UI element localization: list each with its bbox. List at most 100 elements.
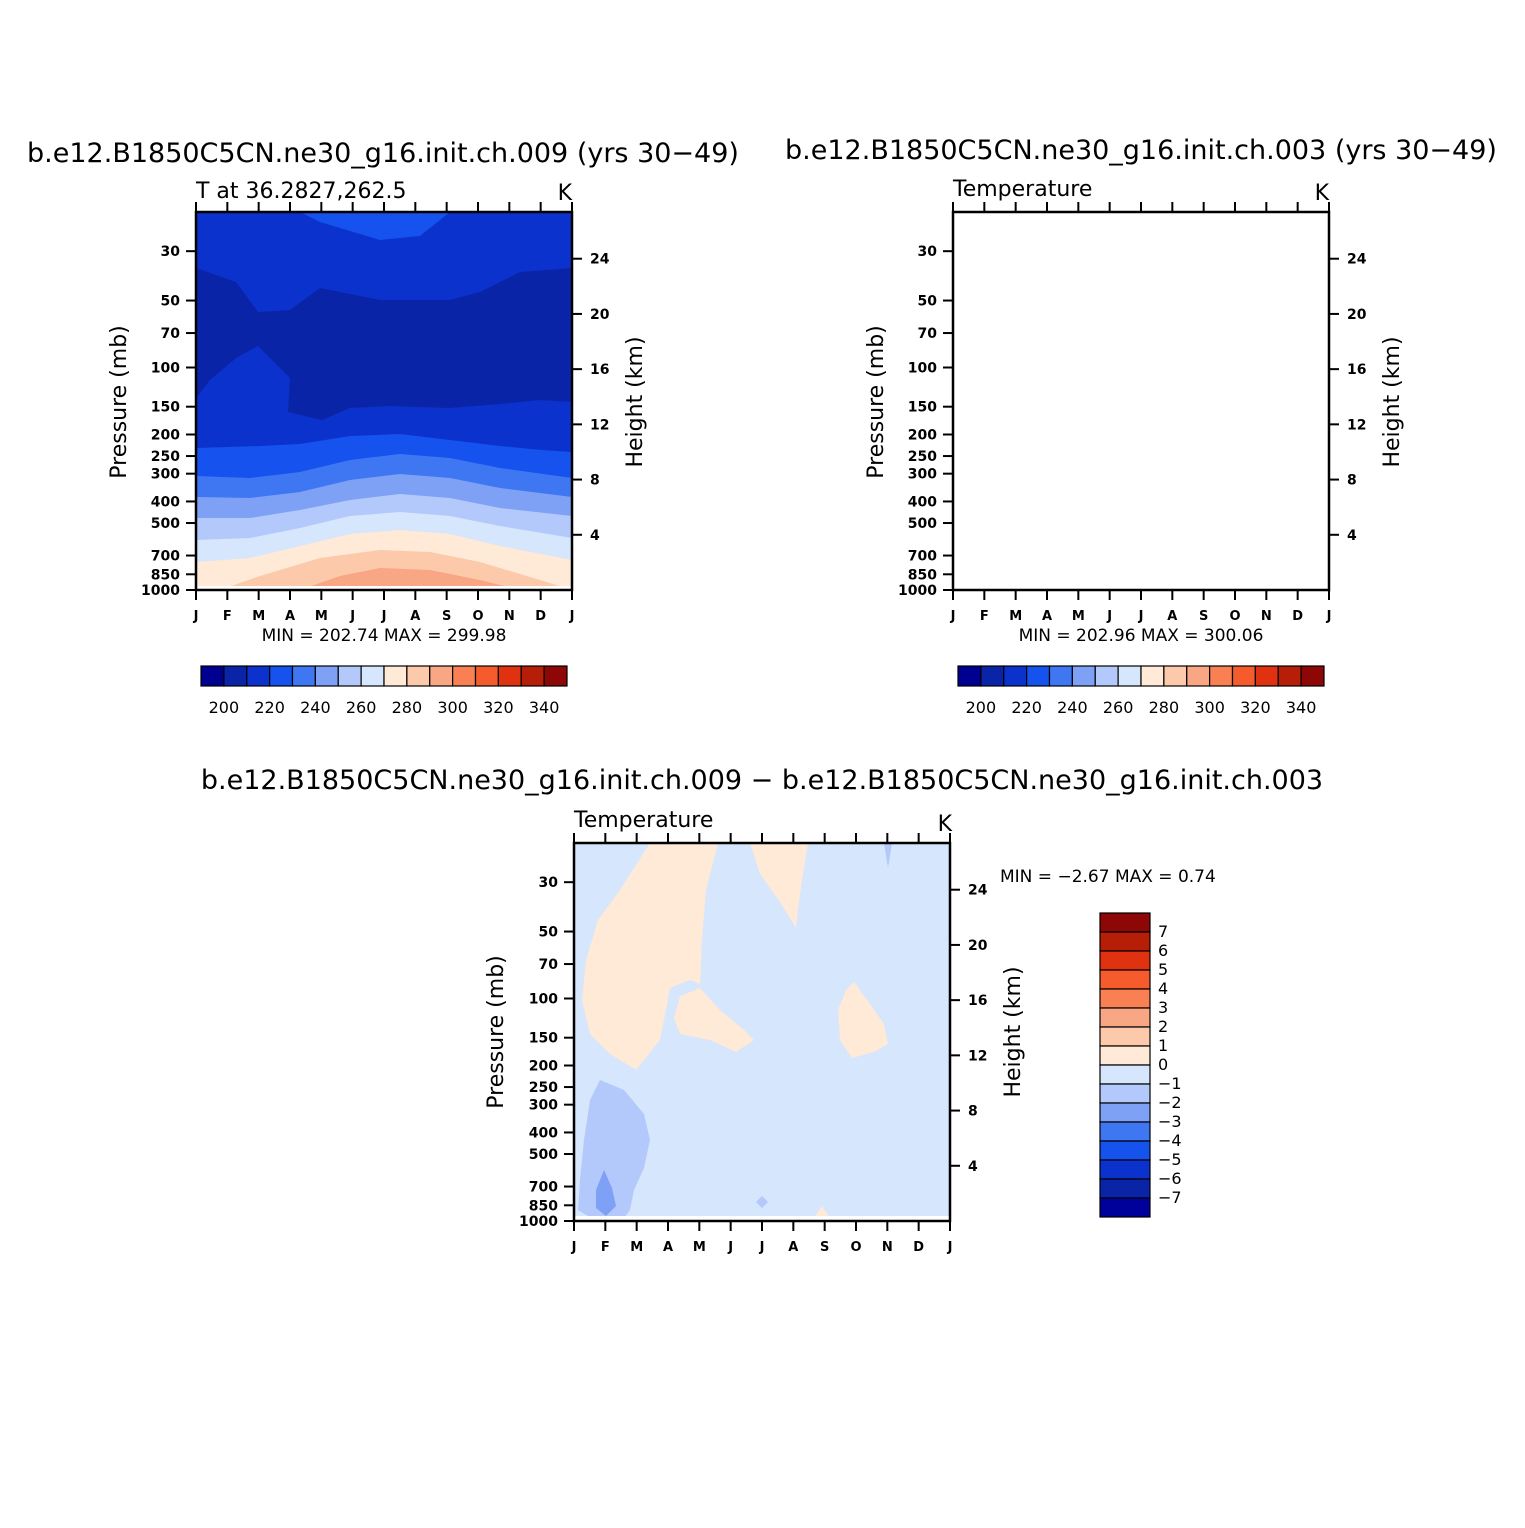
x-tick-label: J (1326, 609, 1332, 624)
colorbar-swatch (1099, 969, 1151, 990)
colorbar-swatch (1094, 665, 1119, 687)
colorbar-label: 340 (529, 698, 560, 717)
diff-band-minus2-minus1-small (756, 1196, 768, 1208)
colorbar-label: −2 (1158, 1093, 1182, 1112)
x-tick-label: O (1229, 609, 1240, 624)
contour-surface-gap (196, 586, 572, 590)
y-tick-label: 250 (908, 449, 937, 465)
x-tick-label: A (410, 609, 420, 624)
y-tick-label: 300 (908, 467, 937, 483)
x-tick-label: F (980, 609, 989, 624)
y-tick-label: 100 (529, 992, 558, 1008)
colorbar-swatch (383, 665, 408, 687)
y2-tick-label: 4 (1347, 528, 1357, 544)
colorbar-label: 1 (1158, 1036, 1168, 1055)
colorbar-swatch (1099, 1026, 1151, 1047)
colorbar-swatch (497, 665, 522, 687)
colorbar-label: 7 (1158, 922, 1168, 941)
y-tick-label: 400 (529, 1125, 558, 1141)
y-tick-label: 300 (151, 467, 180, 483)
y-tick-label: 300 (529, 1098, 558, 1114)
colorbar-swatch (337, 665, 362, 687)
colorbar-label: 6 (1158, 941, 1168, 960)
y-tick-label: 850 (529, 1198, 558, 1214)
colorbar-swatch (1117, 665, 1142, 687)
colorbar-label: 3 (1158, 998, 1168, 1017)
colorbar-swatch (1099, 1102, 1151, 1123)
contour-band-220 (953, 212, 1329, 452)
x-tick-label: M (252, 609, 265, 624)
colorbar-label: 240 (1057, 698, 1088, 717)
colorbar-label: −4 (1158, 1131, 1182, 1150)
diff-band-minus3-minus2 (596, 1170, 616, 1216)
y-tick-label: 1000 (519, 1214, 558, 1230)
y-tick-label: 70 (161, 326, 181, 342)
colorbar-label: −6 (1158, 1169, 1182, 1188)
colorbar-swatch (1099, 1121, 1151, 1142)
colorbar-label: 260 (346, 698, 377, 717)
contour-band-230-top (953, 212, 1329, 240)
colorbar-swatch (1300, 665, 1325, 687)
colorbar-swatch (1231, 665, 1256, 687)
y-tick-label: 50 (161, 294, 181, 310)
y-tick-label: 850 (908, 567, 937, 583)
x-tick-label: M (693, 1240, 706, 1255)
x-tick-label: J (349, 609, 355, 624)
contour-band-230-top (196, 212, 572, 240)
panel-1: b.e12.B1850C5CN.ne30_g16.init.ch.009 (yr… (27, 138, 739, 717)
x-tick-label: J (1106, 609, 1112, 624)
colorbar-swatch (1099, 1159, 1151, 1180)
colorbar-swatch (1099, 1197, 1151, 1218)
diff-band-0-1-mid (674, 988, 754, 1052)
contour-band-300 (300, 568, 520, 590)
colorbar-label: 220 (1011, 698, 1042, 717)
contour-band-270 (953, 512, 1329, 590)
panel-1-left-label: T at 36.2827,262.5 (195, 179, 406, 204)
x-tick-label: J (193, 609, 199, 624)
x-tick-label: N (504, 609, 515, 624)
colorbar-swatch (1099, 1045, 1151, 1066)
y-tick-label: 100 (908, 361, 937, 377)
colorbar-swatch (200, 665, 225, 687)
colorbar-swatch (1048, 665, 1073, 687)
contour-band-210 (953, 272, 1329, 418)
colorbar-swatch (1099, 912, 1151, 933)
colorbar-label: −5 (1158, 1150, 1182, 1169)
y-tick-label: 400 (151, 494, 180, 510)
panel-1-unit-label: K (558, 181, 573, 206)
x-tick-label: J (950, 609, 956, 624)
panel-1-stats: MIN = 202.74 MAX = 299.98 (262, 626, 507, 646)
panel-1-y2label: Height (km) (623, 336, 648, 467)
panel-2-frame (951, 210, 1331, 592)
y2-tick-label: 8 (968, 1104, 978, 1120)
y2-tick-label: 20 (968, 938, 988, 954)
colorbar-swatch (1186, 665, 1211, 687)
y-tick-label: 150 (151, 400, 180, 416)
panel-1-ylabel: Pressure (mb) (107, 325, 132, 479)
diff-band-0-1-left (582, 843, 718, 1070)
colorbar-swatch (957, 665, 982, 687)
colorbar-swatch (1099, 1007, 1151, 1028)
colorbar-label: 260 (1103, 698, 1134, 717)
y2-tick-label: 8 (590, 473, 600, 489)
panel-2-colorbar: 200 220 240 260 280 300 320 340 (957, 665, 1325, 717)
contour-band-260 (953, 494, 1329, 590)
colorbar-swatch (452, 665, 477, 687)
x-tick-label: N (882, 1240, 893, 1255)
y-tick-label: 700 (908, 549, 937, 565)
y2-tick-label: 16 (968, 993, 987, 1009)
y-tick-label: 200 (529, 1058, 558, 1074)
panel-2-ylabel: Pressure (mb) (864, 325, 889, 479)
colorbar-swatch (429, 665, 454, 687)
x-tick-label: A (663, 1240, 673, 1255)
colorbar-swatch (360, 665, 385, 687)
colorbar-label: 200 (209, 698, 240, 717)
y-tick-label: 100 (151, 361, 180, 377)
colorbar-label: 280 (392, 698, 423, 717)
y-tick-label: 200 (151, 427, 180, 443)
y-tick-label: 400 (908, 494, 937, 510)
y2-tick-label: 24 (968, 883, 988, 899)
colorbar-swatch (980, 665, 1005, 687)
